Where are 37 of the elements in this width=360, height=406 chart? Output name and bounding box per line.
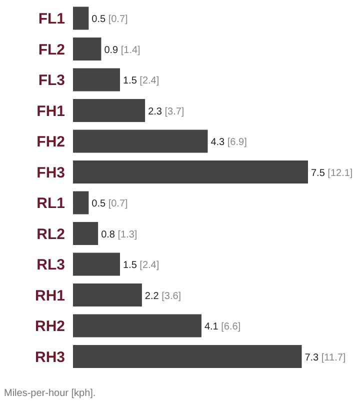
y-tick-label: RL1 xyxy=(36,195,65,212)
y-tick-label: FH1 xyxy=(36,102,65,120)
y-tick-label: RL2 xyxy=(36,226,65,243)
bar xyxy=(73,37,102,60)
y-tick-label: FL2 xyxy=(38,41,65,58)
text: Miles-per-hour [kph]. xyxy=(4,388,96,399)
data-label: 4.1 [6.6] xyxy=(204,322,241,333)
y-tick-label: FH2 xyxy=(36,134,65,151)
data-label: 2.3 [3.7] xyxy=(148,106,184,118)
bar xyxy=(73,191,89,214)
data-label: 0.5 [0.7] xyxy=(92,14,128,26)
data-label: 0.5 [0.7] xyxy=(92,198,128,210)
data-label: 7.3 [11.7] xyxy=(304,352,346,364)
bar xyxy=(73,222,98,245)
data-label: 0.8 [1.3] xyxy=(101,229,138,240)
data-label: 1.5 [2.4] xyxy=(123,260,160,272)
bar xyxy=(73,6,89,30)
data-label: 2.2 [3.6] xyxy=(144,290,182,302)
y-tick-label: FH3 xyxy=(36,164,65,182)
bar xyxy=(73,252,120,276)
bar xyxy=(73,130,208,153)
y-tick-label: RL3 xyxy=(36,256,65,274)
y-tick-label: RH1 xyxy=(34,287,65,304)
bar xyxy=(73,160,308,184)
bar xyxy=(73,344,302,368)
bar xyxy=(73,314,202,338)
data-label: 7.5 [12.1] xyxy=(311,168,353,179)
bar xyxy=(73,68,120,92)
data-label: 0.9 [1.4] xyxy=(104,44,141,56)
bar xyxy=(73,98,146,122)
bar xyxy=(73,283,142,306)
y-tick-label: RH2 xyxy=(34,318,65,336)
data-label: 1.5 [2.4] xyxy=(123,76,160,87)
y-tick-label: FL3 xyxy=(38,72,65,90)
y-tick-label: FL1 xyxy=(38,10,65,28)
y-tick-label: RH3 xyxy=(34,348,65,366)
data-label: 4.3 [6.9] xyxy=(210,137,248,148)
